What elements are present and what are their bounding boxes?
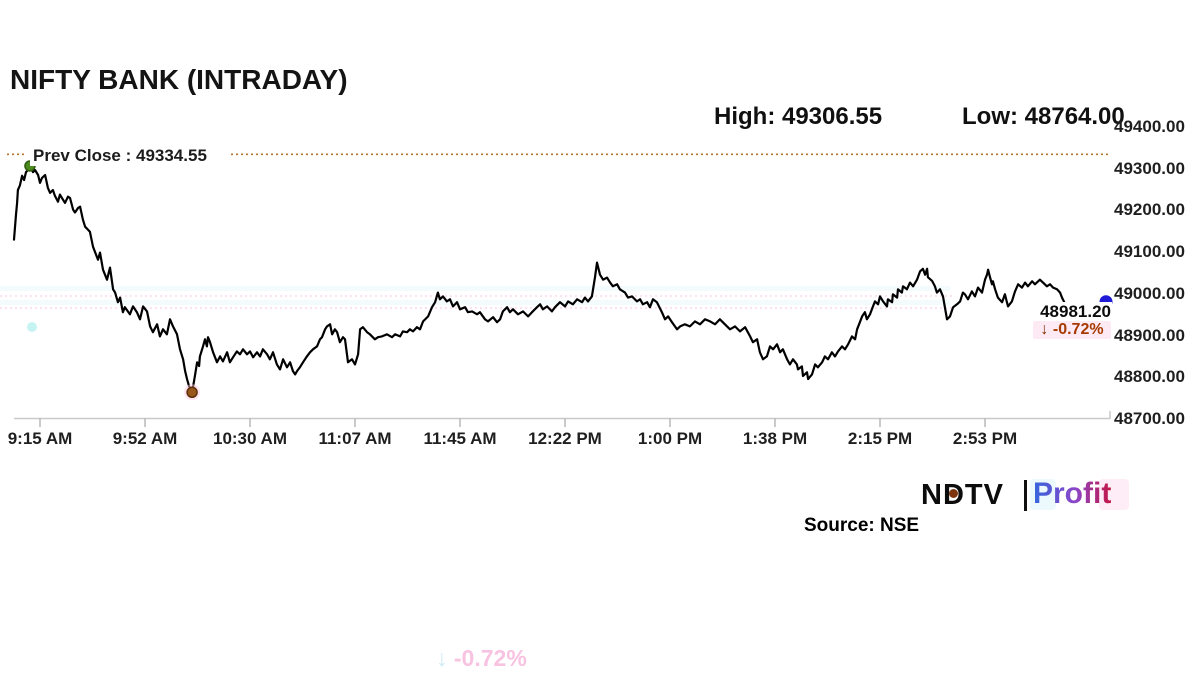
y-axis-label: 49200.00 [1114, 200, 1185, 220]
x-axis-label: 9:52 AM [112, 429, 178, 448]
change-percent: -0.72% [1052, 321, 1104, 338]
ndtv-logo-dot-icon [949, 489, 958, 498]
y-axis-label: 49400.00 [1114, 117, 1185, 136]
prev-close-label: Prev Close : 49334.55 [30, 146, 210, 166]
x-axis-label: 12:22 PM [528, 429, 602, 448]
y-axis-label: 48900.00 [1114, 325, 1185, 345]
ndtv-logo: NDTV [921, 479, 1004, 511]
y-axis-label: 49000.00 [1114, 283, 1185, 303]
down-arrow-icon: ↓ [1040, 321, 1049, 338]
page-title: NIFTY BANK (INTRADAY) [10, 64, 348, 95]
x-axis-ticks [39, 418, 986, 427]
y-axis-label: 48800.00 [1114, 367, 1185, 387]
x-axis-label: 10:30 AM [212, 429, 287, 448]
y-axis-label: 48700.00 [1114, 408, 1185, 428]
y-axis-label: 49300.00 [1114, 158, 1185, 178]
logo-separator [1024, 480, 1027, 511]
ghost-band-artifact [0, 300, 950, 305]
day-low-marker [186, 386, 198, 399]
ghost-band-artifact [0, 286, 950, 291]
last-price-value: 48981.20 [1026, 302, 1112, 322]
x-axis-label: 2:53 PM [952, 429, 1018, 448]
ghost-down-arrow-icon: ↓ [436, 645, 448, 671]
y-axis-label: 49100.00 [1114, 242, 1185, 262]
day-high-label: High: 49306.55 [714, 103, 883, 130]
change-badge: ↓ -0.72% [1033, 321, 1111, 339]
source-attribution: Source: NSE [804, 515, 920, 536]
day-low-label: Low: 48764.00 [962, 103, 1125, 130]
ghost-change-percent: -0.72% [453, 645, 527, 671]
ghost-dot-artifact [27, 322, 37, 332]
ghost-change-artifact: ↓ -0.72% [436, 645, 527, 672]
x-axis-label: 1:00 PM [637, 429, 703, 448]
profit-logo: Profit [1033, 477, 1112, 510]
x-axis-label: 11:45 AM [423, 429, 497, 448]
x-axis-label: 1:38 PM [742, 429, 808, 448]
x-axis-label: 9:15 AM [7, 429, 73, 448]
logo-glow-artifact [1099, 479, 1129, 510]
x-axis-label: 11:07 AM [318, 429, 392, 448]
x-axis-label: 2:15 PM [847, 429, 913, 448]
logo-glow-artifact [1030, 479, 1056, 510]
price-line [12, 164, 1066, 394]
